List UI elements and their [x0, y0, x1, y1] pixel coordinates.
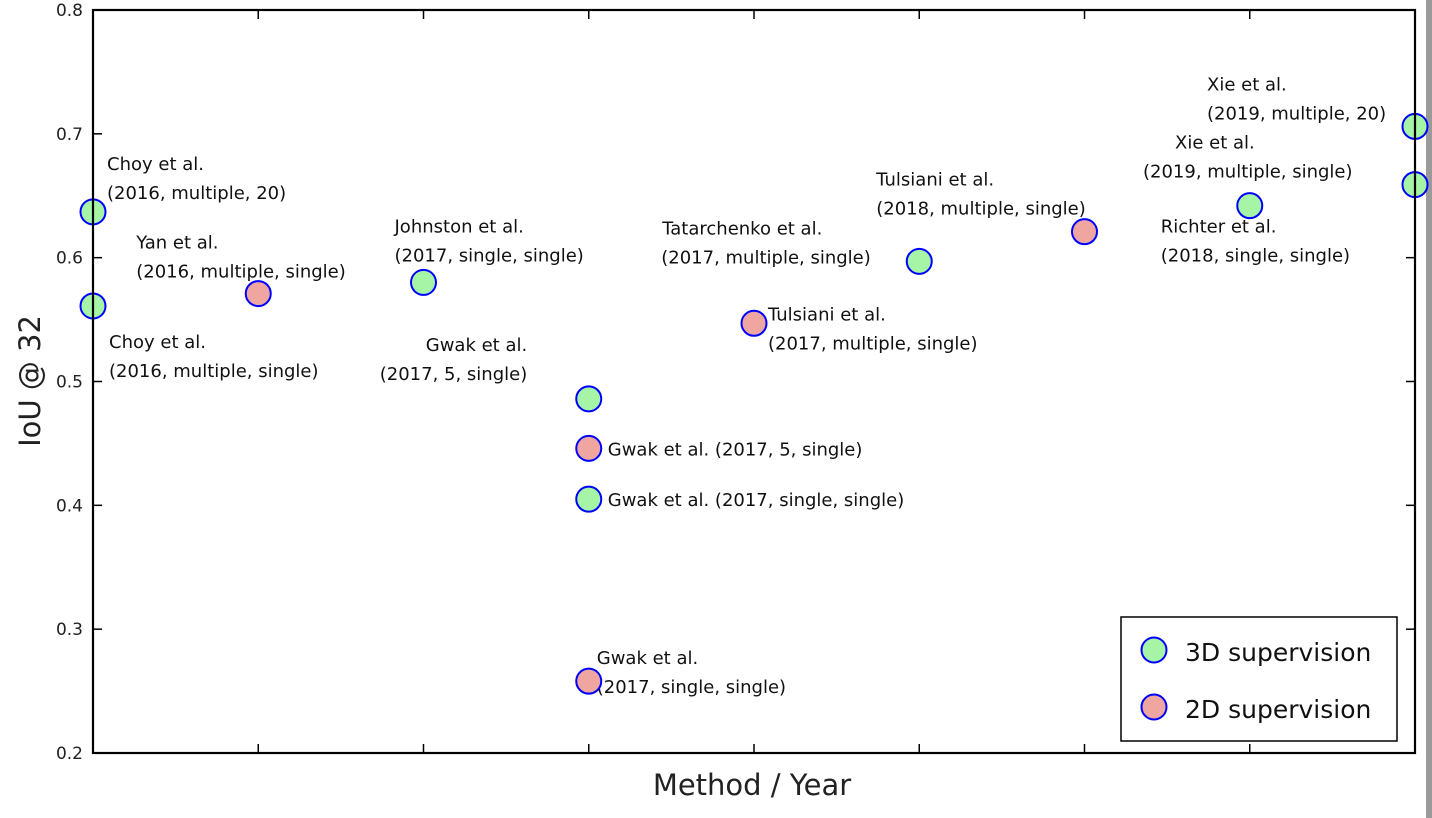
point-annotation-title: Tulsiani et al.	[875, 169, 994, 190]
y-tick-label: 0.5	[56, 373, 83, 393]
legend-label-2d: 2D supervision	[1185, 695, 1371, 724]
point-annotation-detail: (2017, single, single)	[597, 677, 786, 698]
point-annotation-detail: (2017, 5, single)	[380, 364, 527, 385]
legend-marker-3d	[1140, 636, 1168, 664]
point-annotation-detail: (2016, multiple, 20)	[107, 183, 286, 204]
point-annotation-title: Gwak et al.	[426, 335, 527, 356]
point-annotation-detail: (2017, multiple, single)	[661, 247, 871, 268]
point-annotation-title: Xie et al.	[1175, 133, 1255, 154]
legend-label-3d: 3D supervision	[1185, 638, 1371, 667]
data-point-2d	[244, 280, 272, 308]
point-annotation-title: Tatarchenko et al.	[661, 218, 822, 239]
point-annotation-title: Gwak et al. (2017, 5, single)	[608, 439, 863, 460]
point-annotation-detail: (2018, single, single)	[1161, 246, 1350, 267]
point-annotation-title: Xie et al.	[1207, 74, 1287, 95]
points-layer	[79, 112, 1429, 695]
legend: 3D supervision 2D supervision	[1120, 616, 1398, 742]
point-annotation-title: Choy et al.	[107, 154, 204, 175]
point-annotation-detail: (2016, multiple, single)	[109, 361, 319, 382]
plot-frame	[91, 8, 1417, 755]
data-point-2d	[575, 434, 603, 462]
point-annotation-title: Johnston et al.	[394, 216, 524, 237]
point-annotation-title: Richter et al.	[1161, 217, 1277, 238]
legend-marker-2d	[1140, 693, 1168, 721]
data-point-2d	[1071, 218, 1098, 246]
legend-box	[1120, 616, 1398, 742]
point-annotation-title: Gwak et al.	[597, 648, 698, 669]
y-tick-label: 0.8	[56, 1, 83, 21]
y-tick-label: 0.7	[56, 125, 83, 145]
point-annotation-detail: (2018, multiple, single)	[876, 198, 1086, 219]
point-annotation-detail: (2016, multiple, single)	[136, 262, 346, 283]
y-tick-label: 0.6	[56, 249, 83, 269]
annotations-layer: Choy et al. (2016, multiple, 20) Choy et a…	[107, 74, 1386, 698]
window-edge	[1426, 0, 1432, 818]
point-annotation-title: Tulsiani et al.	[767, 304, 886, 325]
data-point-3d	[575, 385, 603, 413]
point-annotation-title: Choy et al.	[109, 332, 206, 353]
data-point-2d	[575, 667, 603, 695]
point-annotation-detail: (2017, single, single)	[395, 245, 584, 266]
data-point-3d	[575, 485, 603, 513]
x-axis-label: Method / Year	[653, 768, 851, 802]
point-annotation-detail: (2017, multiple, single)	[768, 333, 978, 354]
y-tick-label: 0.2	[56, 744, 83, 764]
point-annotation-title: Gwak et al. (2017, single, single)	[608, 490, 905, 511]
data-point-3d	[1236, 192, 1264, 220]
point-annotation-title: Yan et al.	[135, 233, 218, 254]
y-tick-label: 0.3	[56, 620, 83, 640]
point-annotation-detail: (2019, multiple, single)	[1143, 162, 1353, 183]
point-annotation-detail: (2019, multiple, 20)	[1207, 103, 1386, 124]
data-point-3d	[905, 247, 933, 275]
data-point-3d	[410, 268, 437, 296]
data-point-2d	[740, 309, 768, 337]
y-axis-label: IoU @ 32	[13, 315, 47, 447]
y-tick-label: 0.4	[56, 496, 83, 516]
